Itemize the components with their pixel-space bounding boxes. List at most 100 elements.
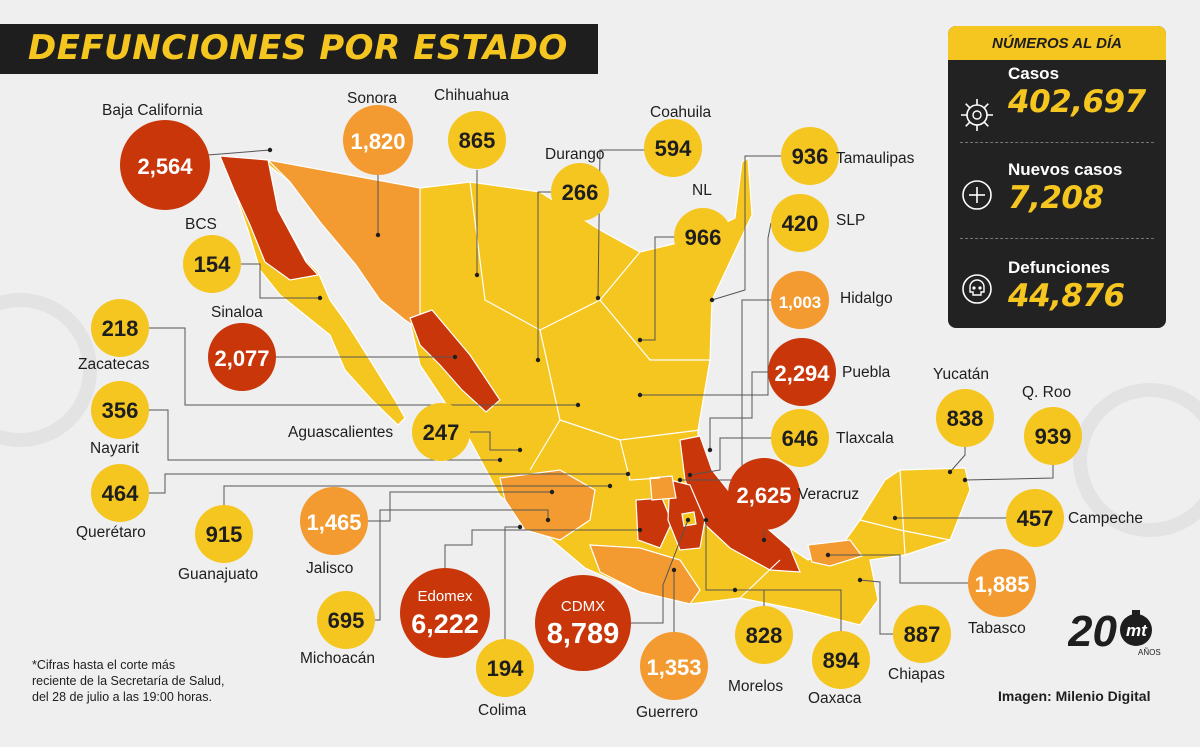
bubble-value-zacatecas: 218 <box>102 316 139 341</box>
bubble-slp <box>771 194 829 252</box>
label-chihuahua: Chihuahua <box>434 87 509 104</box>
logo-text: mt <box>1126 621 1148 640</box>
leader-line-hidalgo <box>680 299 771 481</box>
leader-dot-baja_california <box>267 147 273 153</box>
bubble-value-veracruz: 2,625 <box>736 483 791 508</box>
leader-line-nl <box>640 236 674 341</box>
leader-dot-jalisco <box>549 489 555 495</box>
leader-dot-oaxaca <box>732 587 738 593</box>
bubble-name-edomex: Edomex <box>417 588 473 605</box>
bubble-tlaxcala <box>771 409 829 467</box>
label-durango: Durango <box>545 146 605 163</box>
leader-dot-hidalgo <box>677 477 683 483</box>
milenio-20-years-logo: 20 mt AÑOS <box>1068 607 1161 657</box>
label-tlaxcala: Tlaxcala <box>836 430 894 447</box>
bubble-sonora <box>343 105 413 175</box>
bubble-value-morelos: 828 <box>746 623 783 648</box>
leader-dot-chiapas <box>857 577 863 583</box>
leader-dot-qroo <box>962 477 968 483</box>
bubble-jalisco <box>300 487 368 555</box>
new-cases-value: 7,208 <box>1008 180 1104 216</box>
bubble-value-guerrero: 1,353 <box>646 655 701 680</box>
label-bcs: BCS <box>185 216 217 233</box>
leader-line-tamaulipas <box>711 155 781 301</box>
leader-dot-durango <box>535 357 541 363</box>
label-baja-california: Baja California <box>102 102 203 119</box>
bubble-value-tlaxcala: 646 <box>782 426 819 451</box>
title-bar <box>0 24 598 74</box>
bubble-oaxaca <box>812 631 870 689</box>
deaths-value: 44,876 <box>1008 278 1125 314</box>
state-border <box>619 439 661 481</box>
leader-line-queretaro <box>149 473 628 494</box>
bubble-cdmx <box>535 575 631 671</box>
label-puebla: Puebla <box>842 364 891 381</box>
page-title: DEFUNCIONES POR ESTADO <box>28 28 568 68</box>
bubble-qroo <box>1024 407 1082 465</box>
leader-dot-edomex <box>637 527 643 533</box>
leader-dot-slp <box>637 392 643 398</box>
label-jalisco: Jalisco <box>306 560 354 577</box>
panel-heading: NÚMEROS AL DÍA <box>991 35 1122 52</box>
leader-line-chiapas <box>859 579 893 635</box>
cases-label: Casos <box>1008 64 1060 83</box>
divider <box>960 238 1154 239</box>
state-border <box>859 519 951 541</box>
bubble-value-guanajuato: 915 <box>206 522 243 547</box>
virus-watermark-right <box>1073 383 1200 537</box>
leader-dot-zacatecas <box>575 402 581 408</box>
virus-icon <box>961 99 993 131</box>
hidalgo-region <box>649 475 677 501</box>
plus-circle-icon <box>962 180 992 210</box>
bubble-value-nl: 966 <box>685 225 722 250</box>
leader-line-coahuila <box>597 149 645 299</box>
leader-line-tlaxcala <box>689 437 771 476</box>
bubble-aguascalientes <box>412 403 470 461</box>
footnote-line: del 28 de julio a las 19:00 horas. <box>32 690 212 704</box>
tabasco-region <box>807 539 863 567</box>
label-guerrero: Guerrero <box>636 704 699 721</box>
leader-dot-yucatan <box>947 469 953 475</box>
leader-line-edomex <box>444 529 640 568</box>
sonora-region <box>266 159 421 332</box>
label-tamaulipas: Tamaulipas <box>836 150 915 167</box>
leader-dot-queretaro <box>625 471 631 477</box>
label-campeche: Campeche <box>1068 510 1143 527</box>
label-sinaloa: Sinaloa <box>211 304 263 321</box>
state-border <box>599 299 710 361</box>
leader-line-colima <box>504 526 520 639</box>
bubble-morelos <box>735 606 793 664</box>
bubble-yucatan <box>936 389 994 447</box>
bubble-value-michoacan: 695 <box>328 608 365 633</box>
leader-dot-colima <box>517 524 523 530</box>
leader-line-durango <box>537 191 552 360</box>
bubble-tabasco <box>968 549 1036 617</box>
footnote-line: reciente de la Secretaría de Salud, <box>32 674 225 688</box>
label-zacatecas: Zacatecas <box>78 356 150 373</box>
state-border <box>739 559 781 599</box>
cases-value: 402,697 <box>1008 84 1146 120</box>
bubble-value-tabasco: 1,885 <box>974 572 1029 597</box>
label-chiapas: Chiapas <box>888 666 945 683</box>
label-hidalgo: Hidalgo <box>840 290 893 307</box>
leader-line-yucatan <box>949 447 966 473</box>
bubble-value-yucatan: 838 <box>947 406 984 431</box>
label-michoacan: Michoacán <box>300 650 375 667</box>
bubble-value-slp: 420 <box>782 211 819 236</box>
leader-line-aguascalientes <box>470 431 520 451</box>
leader-line-baja_california <box>207 149 271 156</box>
bubble-guerrero <box>640 632 708 700</box>
bubble-durango <box>551 163 609 221</box>
label-qroo: Q. Roo <box>1022 384 1072 401</box>
bubble-edomex <box>400 568 490 658</box>
leader-line-bcs <box>241 263 320 299</box>
label-colima: Colima <box>478 702 527 719</box>
leader-dot-guanajuato <box>607 483 613 489</box>
bubble-value-chihuahua: 865 <box>459 128 496 153</box>
bubble-value-sinaloa: 2,077 <box>214 346 269 371</box>
leader-line-tabasco <box>828 554 968 584</box>
